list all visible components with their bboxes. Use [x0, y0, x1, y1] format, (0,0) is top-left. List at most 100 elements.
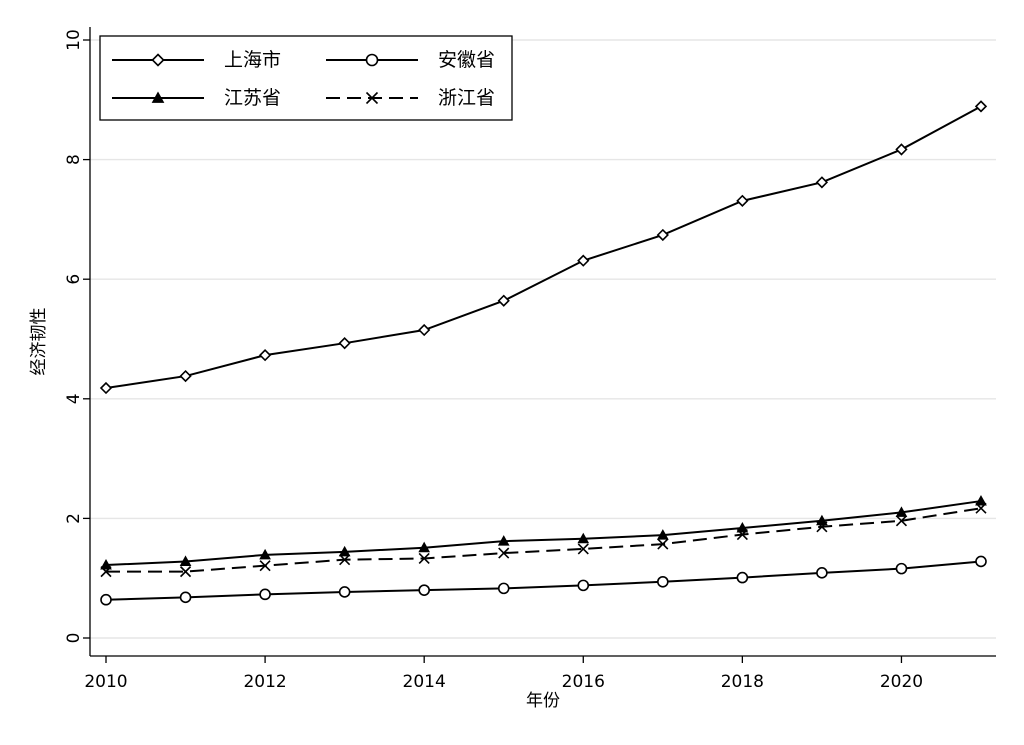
data-point: [895, 143, 908, 156]
legend-item: 浙江省: [326, 87, 495, 109]
series-line: [105, 500, 982, 567]
legend-box: [99, 35, 513, 121]
series-line: [105, 105, 982, 390]
x-marker-stroke: [179, 566, 192, 578]
data-point: [100, 566, 112, 578]
data-point: [259, 560, 271, 572]
x-marker-stroke: [365, 91, 379, 105]
data-point: [497, 582, 510, 595]
data-point: [497, 294, 510, 307]
data-point: [657, 538, 669, 550]
x-tick-label: 2014: [403, 672, 446, 692]
y-tick-label: 2: [64, 513, 84, 524]
data-point: [577, 579, 590, 592]
data-point: [577, 543, 589, 555]
series-3: [100, 502, 987, 578]
legend-item: 江苏省: [112, 87, 281, 109]
data-point: [258, 349, 272, 362]
data-point: [179, 591, 192, 604]
data-point: [99, 381, 113, 395]
legend-label: 江苏省: [224, 87, 281, 109]
x-tick-label: 2020: [880, 672, 923, 692]
diamond-marker: [151, 53, 165, 67]
x-marker-stroke: [816, 521, 828, 533]
y-tick-label: 0: [64, 633, 84, 644]
x-tick-label: 2018: [721, 672, 764, 692]
data-point: [895, 506, 908, 517]
x-marker-stroke: [895, 515, 908, 527]
x-tick-label: 2016: [562, 672, 605, 692]
x-marker: [365, 91, 379, 105]
data-point: [815, 176, 829, 189]
x-marker-stroke: [418, 552, 430, 565]
data-point: [259, 548, 271, 560]
series-group: [99, 100, 988, 606]
x-marker-stroke: [975, 502, 987, 514]
series-0: [99, 100, 988, 395]
data-point: [179, 555, 192, 566]
y-tick-label: 8: [64, 154, 84, 165]
data-point: [657, 575, 669, 588]
data-point: [418, 323, 431, 337]
x-tick-label: 2010: [84, 672, 127, 692]
data-point: [656, 228, 669, 242]
data-point: [338, 545, 351, 557]
data-point: [100, 593, 112, 606]
axes: [83, 27, 996, 663]
data-point: [656, 529, 669, 540]
data-point: [418, 552, 430, 565]
legend-label: 浙江省: [438, 87, 495, 109]
data-point: [974, 100, 988, 113]
data-point: [179, 566, 192, 578]
data-point: [498, 547, 510, 559]
data-point: [816, 521, 828, 533]
x-tick-label: 2012: [243, 672, 286, 692]
data-point: [736, 528, 748, 541]
series-2: [100, 495, 987, 570]
x-marker-stroke: [498, 547, 510, 559]
data-point: [100, 559, 112, 570]
series-1: [100, 555, 987, 606]
data-point: [577, 254, 590, 267]
data-point: [259, 588, 271, 601]
data-point: [339, 554, 351, 566]
y-tick-label: 10: [64, 29, 84, 51]
circle-marker: [365, 53, 379, 67]
data-point: [497, 535, 510, 546]
legend-label: 上海市: [224, 49, 281, 71]
x-marker-stroke: [657, 538, 669, 550]
data-point: [736, 194, 749, 207]
x-marker-stroke: [736, 528, 748, 541]
y-axis-title: 经济韧性: [29, 308, 49, 376]
data-point: [816, 514, 828, 526]
series-line: [105, 560, 982, 601]
data-point: [338, 586, 351, 598]
gridlines: [90, 39, 996, 639]
y-tick-label: 6: [64, 274, 84, 285]
data-point: [975, 555, 987, 568]
data-point: [895, 515, 908, 527]
data-point: [179, 369, 192, 383]
x-axis-title: 年份: [526, 691, 560, 711]
data-point: [418, 584, 430, 596]
legend-label: 安徽省: [438, 49, 495, 71]
data-point: [816, 567, 828, 579]
data-point: [736, 571, 749, 584]
y-tick-label: 4: [64, 393, 84, 404]
data-point: [975, 495, 987, 506]
data-point: [418, 541, 431, 553]
data-point: [975, 502, 987, 514]
data-point: [895, 562, 908, 575]
legend-item: 安徽省: [326, 49, 495, 71]
data-point: [736, 521, 749, 533]
x-marker-stroke: [259, 560, 271, 572]
data-point: [577, 532, 590, 544]
x-marker-stroke: [100, 566, 112, 578]
tick-labels: 0 2 4 6 8 10 2010 2012 2014 2016 2018 2020: [64, 29, 923, 692]
x-marker-stroke: [339, 554, 351, 566]
data-point: [338, 337, 351, 350]
legend-item: 上海市: [112, 49, 281, 71]
